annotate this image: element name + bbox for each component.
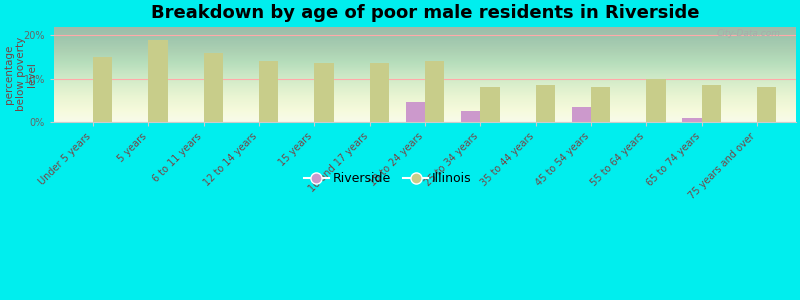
Bar (370, 63, 389, 122)
Bar (148, 40, 167, 122)
Bar (682, 118, 702, 122)
Bar (461, 111, 480, 122)
Bar (93, 57, 112, 122)
Legend: Riverside, Illinois: Riverside, Illinois (299, 167, 477, 190)
Bar (425, 61, 444, 122)
Bar (203, 52, 223, 122)
Bar (259, 61, 278, 122)
Bar (646, 79, 666, 122)
Y-axis label: percentage
below poverty
level: percentage below poverty level (4, 37, 38, 111)
Bar (591, 87, 610, 122)
Bar (536, 85, 555, 122)
Bar (406, 102, 425, 122)
Bar (572, 107, 591, 122)
Bar (757, 87, 777, 122)
Bar (702, 85, 721, 122)
Bar (314, 63, 334, 122)
Bar (480, 87, 500, 122)
Text: City-Data.com: City-Data.com (717, 29, 781, 38)
Title: Breakdown by age of poor male residents in Riverside: Breakdown by age of poor male residents … (150, 4, 699, 22)
